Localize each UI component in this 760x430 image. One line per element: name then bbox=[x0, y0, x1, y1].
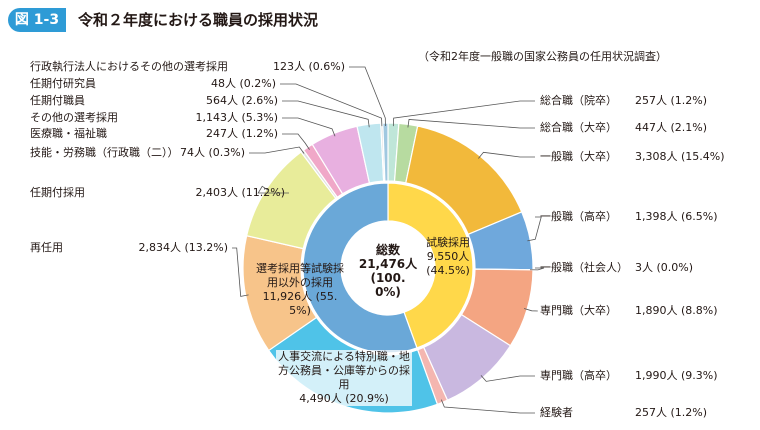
value-label: 2,834人 (13.2%) bbox=[138, 241, 228, 254]
chart-subtitle: （令和2年度一般職の国家公務員の任用状況調査） bbox=[418, 50, 667, 63]
category-label: 経験者 bbox=[540, 405, 573, 419]
figure-label: 図 1-3 bbox=[8, 8, 66, 32]
value-label: 11,926人 (55.5%) bbox=[262, 290, 338, 317]
value-label: 9,550人 (44.5%) bbox=[426, 250, 470, 277]
value-label: 123人 (0.6%) bbox=[273, 60, 345, 73]
value-label: 257人 (1.2%) bbox=[635, 94, 707, 107]
leader-line bbox=[480, 375, 535, 382]
value-label: 564人 (2.6%) bbox=[206, 94, 278, 107]
category-label: 人事交流による特別職・地方公務員・公庫等からの採用 bbox=[278, 350, 410, 391]
value-label: 1,398人 (6.5%) bbox=[635, 210, 718, 223]
value-label: 3,308人 (15.4%) bbox=[635, 150, 725, 163]
value-label: 257人 (1.2%) bbox=[635, 406, 707, 419]
category-label: 専門職（高卒） bbox=[540, 368, 617, 382]
value-label: 1,890人 (8.8%) bbox=[635, 304, 718, 317]
segment-label: 人事交流による特別職・地方公務員・公庫等からの採用 4,490人 (20.9%) bbox=[276, 350, 412, 406]
donut-segment bbox=[302, 182, 418, 354]
category-label: 任期付採用 bbox=[30, 185, 85, 199]
donut-segment bbox=[387, 182, 474, 349]
value-label: 2,403人 (11.2%) bbox=[195, 186, 285, 199]
chart-title: 令和２年度における職員の採用状況 bbox=[78, 11, 319, 29]
category-label: 技能・労務職（行政職（二）） bbox=[30, 145, 179, 159]
leader-line bbox=[407, 119, 535, 129]
leader-line bbox=[349, 66, 386, 127]
category-label: 任期付研究員 bbox=[30, 76, 96, 90]
category-label: 試験採用 bbox=[426, 236, 470, 249]
leader-line bbox=[232, 247, 249, 297]
total-value: 21,476人 (100.0%) bbox=[358, 257, 418, 299]
category-label: 一般職（高卒） bbox=[540, 209, 617, 223]
leader-line bbox=[523, 308, 538, 312]
leader-line bbox=[392, 100, 535, 127]
leader-line bbox=[257, 185, 289, 194]
inner-label: 試験採用 9,550人 (44.5%) bbox=[420, 236, 476, 278]
category-label: 一般職（社会人） bbox=[540, 260, 628, 274]
leader-line bbox=[249, 146, 305, 154]
category-label: 行政執行法人におけるその他の選考採用 bbox=[30, 59, 228, 73]
category-label: 再任用 bbox=[30, 241, 63, 254]
donut-segment bbox=[382, 122, 389, 182]
leader-line bbox=[282, 117, 336, 137]
value-label: 447人 (2.1%) bbox=[635, 121, 707, 134]
leader-line bbox=[282, 100, 370, 128]
leader-line bbox=[280, 83, 383, 127]
value-label: 1,143人 (5.3%) bbox=[195, 111, 278, 124]
category-label: 総合職（院卒） bbox=[540, 93, 617, 107]
leader-line bbox=[440, 399, 535, 414]
center-label: 総数 21,476人 (100.0%) bbox=[358, 243, 418, 299]
total-label: 総数 bbox=[375, 243, 400, 257]
category-label: 専門職（大卒） bbox=[540, 303, 617, 317]
category-label: 任期付職員 bbox=[30, 94, 85, 107]
category-label: 医療職・福祉職 bbox=[30, 126, 107, 140]
value-label: 48人 (0.2%) bbox=[211, 77, 276, 90]
value-label: 1,990人 (9.3%) bbox=[635, 369, 718, 382]
category-label: 選考採用等試験採用以外の採用 bbox=[256, 262, 344, 289]
leader-line bbox=[478, 151, 535, 159]
value-label: 74人 (0.3%) bbox=[180, 146, 245, 159]
category-label: 総合職（大卒） bbox=[540, 120, 617, 134]
value-label: 3人 (0.0%) bbox=[635, 261, 693, 274]
category-label: 一般職（大卒） bbox=[540, 149, 617, 163]
inner-label: 選考採用等試験採用以外の採用 11,926人 (55.5%) bbox=[252, 262, 348, 318]
leader-line bbox=[527, 216, 542, 242]
category-label: その他の選考採用 bbox=[30, 110, 118, 124]
leader-line bbox=[529, 267, 545, 271]
leader-line bbox=[282, 133, 310, 150]
value-label: 4,490人 (20.9%) bbox=[299, 392, 389, 405]
value-label: 247人 (1.2%) bbox=[206, 127, 278, 140]
